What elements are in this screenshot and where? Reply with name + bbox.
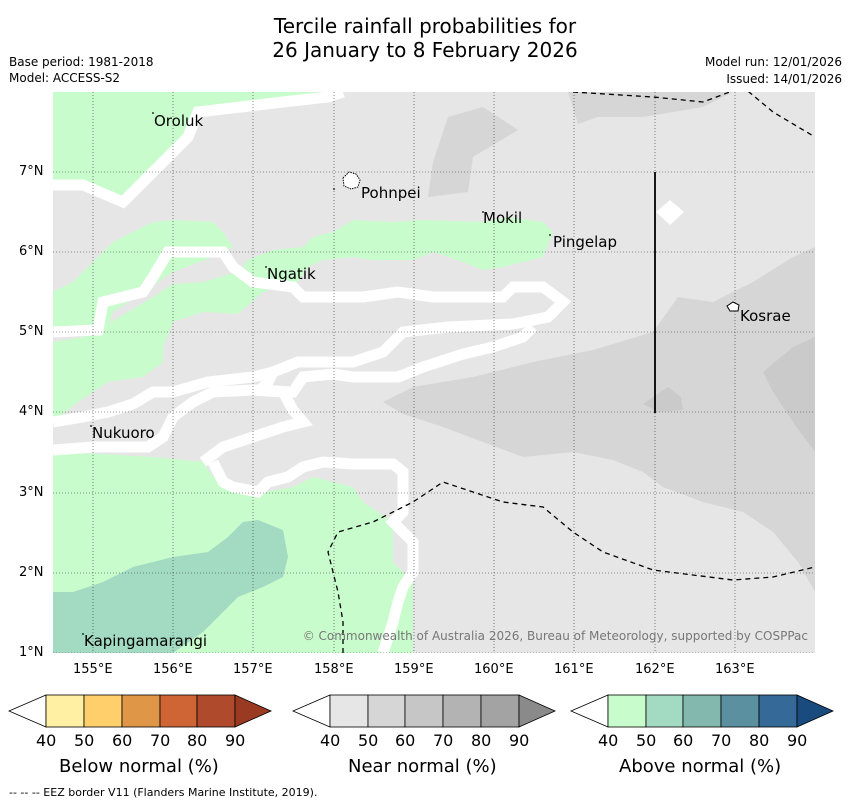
- colorbar-tick: 70: [150, 731, 171, 750]
- base-period: Base period: 1981-2018: [9, 55, 154, 69]
- pohnpei-island-shape: [342, 171, 361, 190]
- place-label: Pingelap: [553, 233, 617, 251]
- colorbar-tick: 40: [320, 731, 341, 750]
- near-normal-60-region: [763, 337, 815, 452]
- place-label: Oroluk: [154, 112, 203, 130]
- kosrae-island-shape: [726, 301, 740, 312]
- near-normal-60-patch: [643, 387, 683, 412]
- colorbar-tick: 40: [36, 731, 57, 750]
- colorbar-swatch: [682, 694, 722, 728]
- colorbar-tick: 40: [598, 731, 619, 750]
- map-title-line2: 26 January to 8 February 2026: [272, 38, 578, 62]
- colorbars: [7, 694, 834, 728]
- colorbar-tick: 70: [711, 731, 732, 750]
- map-title-line1: Tercile rainfall probabilities for: [273, 14, 577, 38]
- model-name: Model: ACCESS-S2: [9, 71, 121, 85]
- colorbar-title-near: Near normal (%): [348, 756, 497, 777]
- place-label: Pohnpei: [361, 184, 421, 202]
- lat-label: 7°N: [19, 164, 44, 179]
- near-normal-50-region-ne: [568, 92, 733, 124]
- colorbar-swatch: [329, 694, 369, 728]
- colorbar-tick: 90: [225, 731, 246, 750]
- lon-label: 158°E: [314, 662, 354, 677]
- lon-label: 160°E: [474, 662, 514, 677]
- colorbar-swatch: [645, 694, 684, 728]
- colorbar-near-normal: [291, 694, 556, 728]
- place-label: Mokil: [483, 209, 522, 227]
- colorbar-swatch: [480, 694, 520, 728]
- colorbar-above-normal: [569, 694, 834, 728]
- colorbar-tick: 80: [471, 731, 492, 750]
- contour-diamond: [656, 200, 684, 225]
- colorbar-title-above: Above normal (%): [619, 756, 782, 777]
- lon-label: 163°E: [715, 662, 755, 677]
- lon-label: 155°E: [73, 662, 113, 677]
- lat-label: 2°N: [19, 565, 44, 580]
- colorbar-swatch: [758, 694, 798, 728]
- lon-label: 157°E: [233, 662, 273, 677]
- colorbar-tick: 90: [787, 731, 808, 750]
- near-normal-50-region-east: [383, 247, 815, 592]
- place-label: Ngatik: [267, 265, 316, 283]
- eez-border: [327, 92, 815, 653]
- lat-label: 1°N: [19, 645, 44, 660]
- lat-label: 5°N: [19, 324, 44, 339]
- lon-label: 159°E: [394, 662, 434, 677]
- colorbar-tick: 90: [509, 731, 530, 750]
- colorbar-tick: 80: [187, 731, 208, 750]
- colorbar-swatch: [518, 694, 556, 728]
- colorbar-tick: 50: [358, 731, 379, 750]
- colorbar-swatch: [159, 694, 198, 728]
- probability-contour-lines: [53, 92, 572, 653]
- colorbar-tick: 70: [433, 731, 454, 750]
- colorbar-swatch: [607, 694, 647, 728]
- place-label: Kapingamarangi: [84, 632, 207, 650]
- map-svg: Oroluk Pohnpei Mokil Pingelap Ngatik Kos…: [53, 92, 815, 653]
- colorbar-swatch: [45, 694, 85, 728]
- lon-label: 162°E: [635, 662, 675, 677]
- colorbar-swatch: [234, 694, 272, 728]
- colorbar-tick: 50: [74, 731, 95, 750]
- colorbar-tick: 80: [749, 731, 770, 750]
- colorbar-below-normal: [7, 694, 272, 728]
- near-normal-50-region-north: [428, 107, 518, 197]
- map-panel: Oroluk Pohnpei Mokil Pingelap Ngatik Kos…: [53, 92, 815, 653]
- colorbar-swatch: [442, 694, 482, 728]
- colorbar-swatch: [196, 694, 236, 728]
- colorbar-swatch: [720, 694, 760, 728]
- issued-date: Issued: 14/01/2026: [726, 72, 842, 86]
- colorbar-tick: 50: [636, 731, 657, 750]
- colorbar-title-below: Below normal (%): [59, 756, 219, 777]
- colorbar-swatch: [367, 694, 406, 728]
- colorbar-tick: 60: [673, 731, 694, 750]
- place-label: Nukuoro: [92, 424, 155, 442]
- colorbar-swatch: [796, 694, 834, 728]
- lat-label: 4°N: [19, 404, 44, 419]
- colorbar-tick: 60: [112, 731, 133, 750]
- lat-label: 6°N: [19, 244, 44, 259]
- place-label: Kosrae: [740, 307, 791, 325]
- eez-footer-note: -- -- -- EEZ border V11 (Flanders Marine…: [9, 786, 318, 799]
- colorbar-swatch: [404, 694, 444, 728]
- lon-label: 161°E: [554, 662, 594, 677]
- island-markers: [82, 112, 551, 635]
- colorbar-swatch: [83, 694, 123, 728]
- colorbar-swatch: [121, 694, 161, 728]
- colorbar-tick: 60: [395, 731, 416, 750]
- lon-label: 156°E: [153, 662, 193, 677]
- model-run: Model run: 12/01/2026: [704, 55, 842, 69]
- above-normal-50-region: [53, 520, 288, 653]
- lat-label: 3°N: [19, 485, 44, 500]
- copyright-notice: © Commonwealth of Australia 2026, Bureau…: [303, 629, 808, 643]
